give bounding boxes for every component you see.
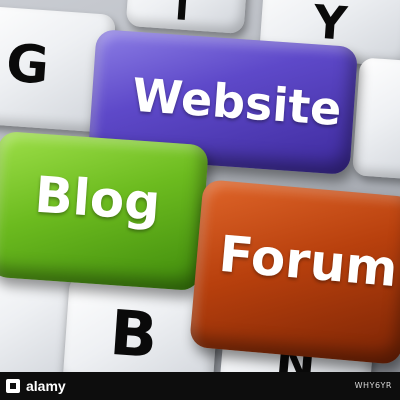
key-letter: T	[167, 0, 197, 30]
alamy-logo-text: alamy	[26, 378, 66, 394]
key-letter: Y	[311, 0, 349, 51]
key-letter: B	[107, 295, 160, 373]
stock-footer: alamy WHY6YR	[0, 372, 400, 400]
alamy-logo: alamy	[6, 378, 66, 394]
image-code: WHY6YR	[354, 381, 392, 390]
key-right-top	[351, 57, 400, 181]
key-letter: G	[4, 33, 51, 97]
forum-key-label: Forum	[216, 224, 400, 299]
blog-key-label: Blog	[32, 165, 163, 233]
alamy-logo-mark-inner	[10, 383, 16, 389]
forum-key: Forum	[189, 179, 400, 365]
website-key-label: Website	[130, 67, 344, 137]
blog-key: Blog	[0, 130, 209, 292]
